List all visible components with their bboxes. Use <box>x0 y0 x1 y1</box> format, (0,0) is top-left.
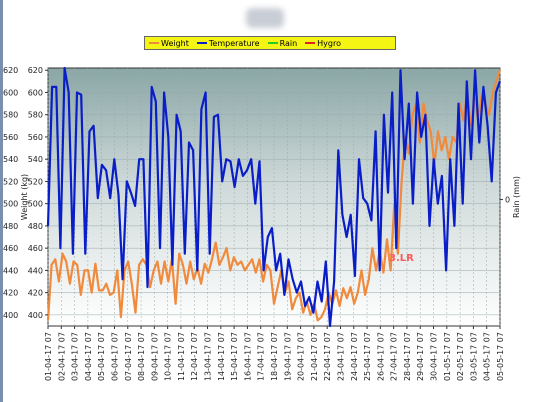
x-tick-label: 04-04-17 07 <box>84 332 93 381</box>
y-tick-label: 420 <box>28 289 43 298</box>
legend-swatch-hygro <box>305 42 316 44</box>
y-tick-label: 580 <box>28 111 43 120</box>
y-tick-label-outer: 580 <box>3 111 18 120</box>
legend-label-rain: Rain <box>279 38 298 48</box>
x-tick-label: 03-04-17 07 <box>71 332 80 381</box>
x-tick-label: 05-05-17 07 <box>496 332 505 381</box>
y-tick-label-outer: 440 <box>3 266 18 275</box>
y-tick-label-outer: 400 <box>3 311 18 320</box>
y-tick-label: 500 <box>28 200 43 209</box>
y-tick-label-outer: 480 <box>3 222 18 231</box>
x-tick-label: 13-04-17 07 <box>204 332 213 381</box>
legend-swatch-rain <box>267 42 278 44</box>
y-axis-label: Weight (kg) <box>20 174 29 220</box>
legend-label-hygro: Hygro <box>317 38 341 48</box>
x-tick-label: 21-04-17 07 <box>310 332 319 381</box>
series-layer <box>46 66 502 328</box>
y-tick-label: 520 <box>28 177 43 186</box>
x-tick-label: 12-04-17 07 <box>190 332 199 381</box>
x-tick-label: 01-04-17 07 <box>44 332 53 381</box>
series-line-weight <box>46 69 502 322</box>
y-tick-label: 480 <box>28 222 43 231</box>
legend-item-temperature: Temperature <box>196 38 260 48</box>
y-tick-label: 540 <box>28 155 43 164</box>
x-tick-label: 01-05-17 07 <box>443 332 452 381</box>
x-tick-label: 27-04-17 07 <box>390 332 399 381</box>
annotation-marker: 3.LR <box>389 253 414 264</box>
y-tick-label-outer: 540 <box>3 155 18 164</box>
x-tick-label: 17-04-17 07 <box>257 332 266 381</box>
legend-item-weight: Weight <box>149 39 189 48</box>
x-tick-label: 16-04-17 07 <box>243 332 252 381</box>
y2-tick-label: 0 <box>505 196 510 205</box>
x-tick-label: 02-04-17 07 <box>57 332 66 381</box>
x-tick-label: 18-04-17 07 <box>270 332 279 381</box>
legend-item-rain: Rain <box>267 38 298 48</box>
y2-axis-ticks: 0 <box>500 196 510 205</box>
x-tick-label: 29-04-17 07 <box>416 332 425 381</box>
legend-swatch-temperature <box>196 42 207 44</box>
x-tick-label: 20-04-17 07 <box>297 332 306 381</box>
x-tick-label: 10-04-17 07 <box>164 332 173 381</box>
y-tick-label: 620 <box>28 66 43 75</box>
x-tick-label: 22-04-17 07 <box>323 332 332 381</box>
x-tick-label: 14-04-17 07 <box>217 332 226 381</box>
x-tick-label: 05-04-17 07 <box>97 332 106 381</box>
x-tick-label: 24-04-17 07 <box>350 332 359 381</box>
y-tick-label: 600 <box>28 88 43 97</box>
legend-label-weight: Weight <box>161 38 189 48</box>
x-tick-label: 06-04-17 07 <box>110 332 119 381</box>
x-tick-label: 28-04-17 07 <box>403 332 412 381</box>
x-tick-label: 07-04-17 07 <box>124 332 133 381</box>
chart-legend: Weight Temperature Rain Hygro <box>144 36 396 50</box>
y-tick-label-outer: 460 <box>3 244 18 253</box>
x-tick-label: 25-04-17 07 <box>363 332 372 381</box>
x-tick-label: 23-04-17 07 <box>336 332 345 381</box>
x-axis-ticks: 01-04-17 07 02-04-17 07 03-04-17 07 04-04-1… <box>44 326 505 381</box>
grid <box>47 68 501 326</box>
y-tick-label: 460 <box>28 244 43 253</box>
y-tick-label-outer: 420 <box>3 289 18 298</box>
y2-axis-label: Rain (mm) <box>512 176 521 218</box>
y-tick-label-outer: 620 <box>3 66 18 75</box>
y-tick-label: 400 <box>28 311 43 320</box>
x-tick-label: 02-05-17 07 <box>456 332 465 381</box>
y-tick-label: 560 <box>28 133 43 142</box>
x-tick-label: 19-04-17 07 <box>283 332 292 381</box>
chart-title-redacted <box>246 8 284 28</box>
legend-label-temperature: Temperature <box>208 38 260 48</box>
y-axis-ticks: 400 400 420 420 440 440 460 460 480 480 500 500 520 5… <box>3 66 48 320</box>
y-tick-label-outer: 600 <box>3 88 18 97</box>
y-tick-label-outer: 500 <box>3 200 18 209</box>
y-tick-label: 440 <box>28 266 43 275</box>
x-tick-label: 04-05-17 07 <box>483 332 492 381</box>
x-tick-label: 08-04-17 07 <box>137 332 146 381</box>
x-tick-label: 26-04-17 07 <box>376 332 385 381</box>
x-tick-label: 09-04-17 07 <box>150 332 159 381</box>
x-tick-label: 15-04-17 07 <box>230 332 239 381</box>
x-tick-label: 30-04-17 07 <box>430 332 439 381</box>
x-tick-label: 11-04-17 07 <box>177 332 186 381</box>
legend-swatch-weight <box>149 42 159 44</box>
legend-item-hygro: Hygro <box>305 39 341 48</box>
series-line-temperature <box>46 66 502 328</box>
x-tick-label: 03-05-17 07 <box>469 332 478 381</box>
y-tick-label-outer: 520 <box>3 177 18 186</box>
y-tick-label-outer: 560 <box>3 133 18 142</box>
